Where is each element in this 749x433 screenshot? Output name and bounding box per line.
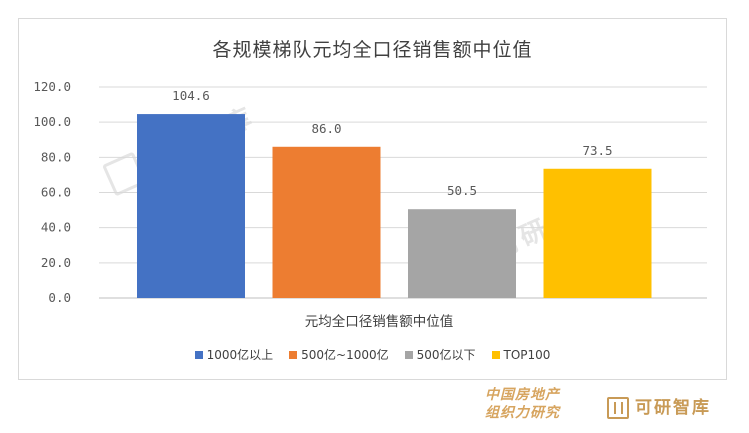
legend-label: 500亿~1000亿	[301, 348, 389, 362]
legend-swatch	[289, 350, 298, 359]
x-axis-label: 元均全口径销售额中位值	[305, 313, 454, 330]
y-tick-label: 60.0	[41, 185, 71, 200]
chart-frame: 各规模梯队元均全口径销售额中位值 可研智库 可研智库 0.020.040.060…	[18, 18, 727, 380]
legend-item: TOP100	[491, 346, 551, 363]
legend-label: TOP100	[503, 347, 551, 362]
data-labels: 104.6 86.0 50.5 73.5	[172, 88, 612, 198]
legend-item: 1000亿以上	[194, 346, 274, 363]
y-tick-label: 40.0	[41, 220, 71, 235]
bar-chart: 0.0 20.0 40.0 60.0 80.0 100.0 120.0 104.6 86.0 5…	[33, 79, 707, 330]
footer-brand: 可研智库	[607, 386, 711, 430]
legend-swatch	[491, 350, 500, 359]
y-tick-label: 20.0	[41, 255, 71, 270]
y-axis-ticks: 0.0 20.0 40.0 60.0 80.0 100.0 120.0	[33, 79, 71, 305]
legend-label: 1000亿以上	[206, 348, 274, 362]
chart-title: 各规模梯队元均全口径销售额中位值	[212, 39, 533, 61]
legend-label: 500亿以下	[416, 348, 476, 362]
data-label: 50.5	[447, 183, 477, 198]
brand-logo-icon	[607, 397, 629, 419]
legend-item: 500亿以下	[404, 346, 476, 363]
y-tick-label: 0.0	[48, 290, 71, 305]
y-tick-label: 80.0	[41, 149, 71, 164]
footer-org: 中国房地产 组织力研究	[485, 386, 597, 430]
legend: 1000亿以上 500亿~1000亿 500亿以下 TOP100	[19, 346, 726, 363]
data-label: 86.0	[311, 121, 341, 136]
legend-swatch	[404, 350, 413, 359]
legend-item: 500亿~1000亿	[289, 346, 389, 363]
footer-org-line1: 中国房地产	[485, 387, 560, 403]
footer-brand-text: 可研智库	[635, 398, 711, 418]
bars	[137, 114, 652, 298]
data-label: 73.5	[582, 143, 612, 158]
data-label: 104.6	[172, 88, 210, 103]
bar	[543, 168, 652, 298]
y-tick-label: 100.0	[33, 114, 71, 129]
bar	[137, 114, 245, 298]
bar	[272, 146, 381, 298]
y-tick-label: 120.0	[33, 79, 71, 94]
bar	[408, 209, 516, 298]
footer-org-line2: 组织力研究	[485, 405, 560, 421]
legend-swatch	[194, 350, 203, 359]
